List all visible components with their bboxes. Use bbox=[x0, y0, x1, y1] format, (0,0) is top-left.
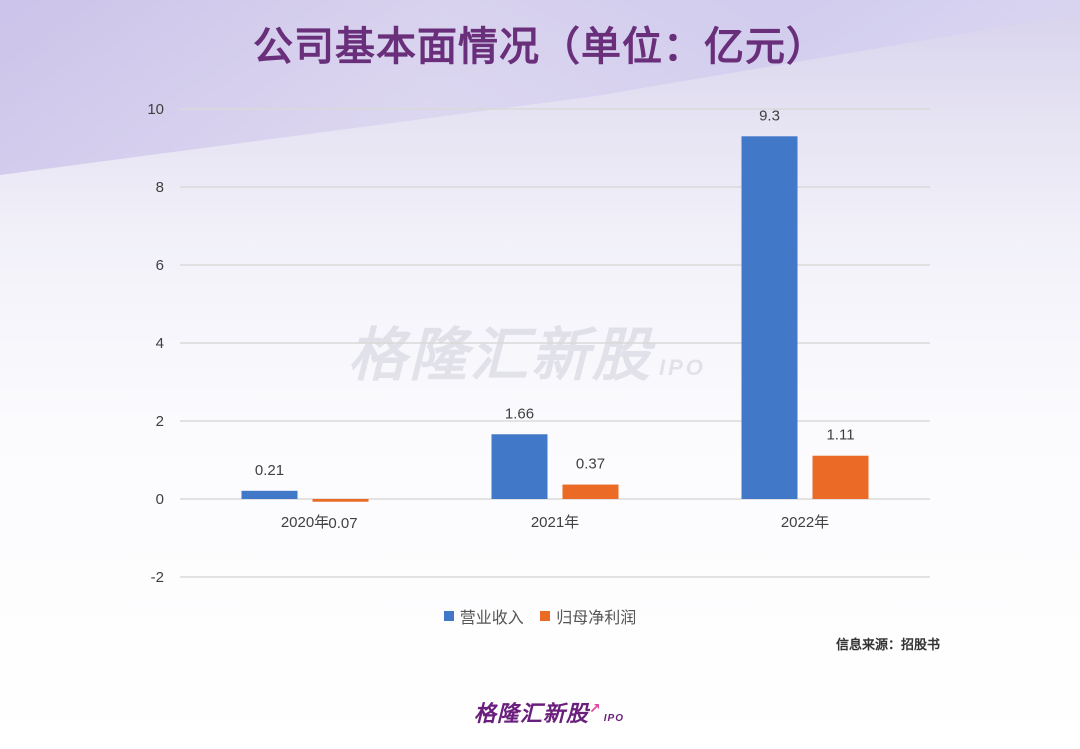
x-tick-label: 2020年 bbox=[281, 514, 329, 531]
y-tick-label: 4 bbox=[156, 335, 164, 352]
y-tick-label: -2 bbox=[151, 569, 164, 586]
logo-text: 格隆汇新股 bbox=[474, 701, 590, 726]
bar bbox=[741, 136, 798, 500]
y-tick-label: 6 bbox=[156, 257, 164, 274]
data-label: 1.11 bbox=[826, 427, 854, 444]
y-tick-label: 0 bbox=[156, 491, 164, 508]
trend-arrow-icon: ↗ bbox=[589, 700, 602, 716]
legend-swatch-profit bbox=[540, 611, 551, 621]
data-label: 9.3 bbox=[759, 107, 780, 124]
source-note: 信息来源：招股书 bbox=[835, 638, 940, 653]
legend-swatch-revenue bbox=[443, 611, 454, 621]
data-label: 0.21 bbox=[255, 462, 284, 479]
watermark: 格隆汇新股 IPO bbox=[348, 308, 706, 392]
bar bbox=[812, 455, 869, 499]
brand-logo: 格隆汇新股↗IPO bbox=[474, 696, 624, 728]
logo-sub: IPO bbox=[603, 713, 624, 724]
y-tick-label: 2 bbox=[156, 413, 164, 430]
legend-label-profit: 归母净利润 bbox=[556, 610, 637, 627]
bar bbox=[312, 499, 369, 502]
bar bbox=[562, 484, 619, 499]
legend-label-revenue: 营业收入 bbox=[459, 610, 524, 627]
bar bbox=[491, 434, 548, 499]
data-label: 1.66 bbox=[505, 405, 534, 422]
watermark-sub: IPO bbox=[659, 355, 706, 380]
chart-title: 公司基本面情况（单位：亿元） bbox=[253, 23, 827, 70]
legend-item-profit: 归母净利润 bbox=[540, 604, 636, 628]
legend-item-revenue: 营业收入 bbox=[443, 604, 524, 628]
legend: 营业收入 归母净利润 bbox=[0, 604, 1080, 628]
x-tick-label: 2022年 bbox=[781, 514, 829, 531]
x-tick-label: 2021年 bbox=[531, 514, 579, 531]
y-tick-label: 10 bbox=[147, 101, 164, 118]
data-label: 0.37 bbox=[576, 456, 605, 473]
y-tick-label: 8 bbox=[156, 179, 164, 196]
bar bbox=[241, 490, 298, 499]
watermark-text: 格隆汇新股 bbox=[348, 323, 654, 388]
data-label: -0.07 bbox=[323, 515, 357, 532]
